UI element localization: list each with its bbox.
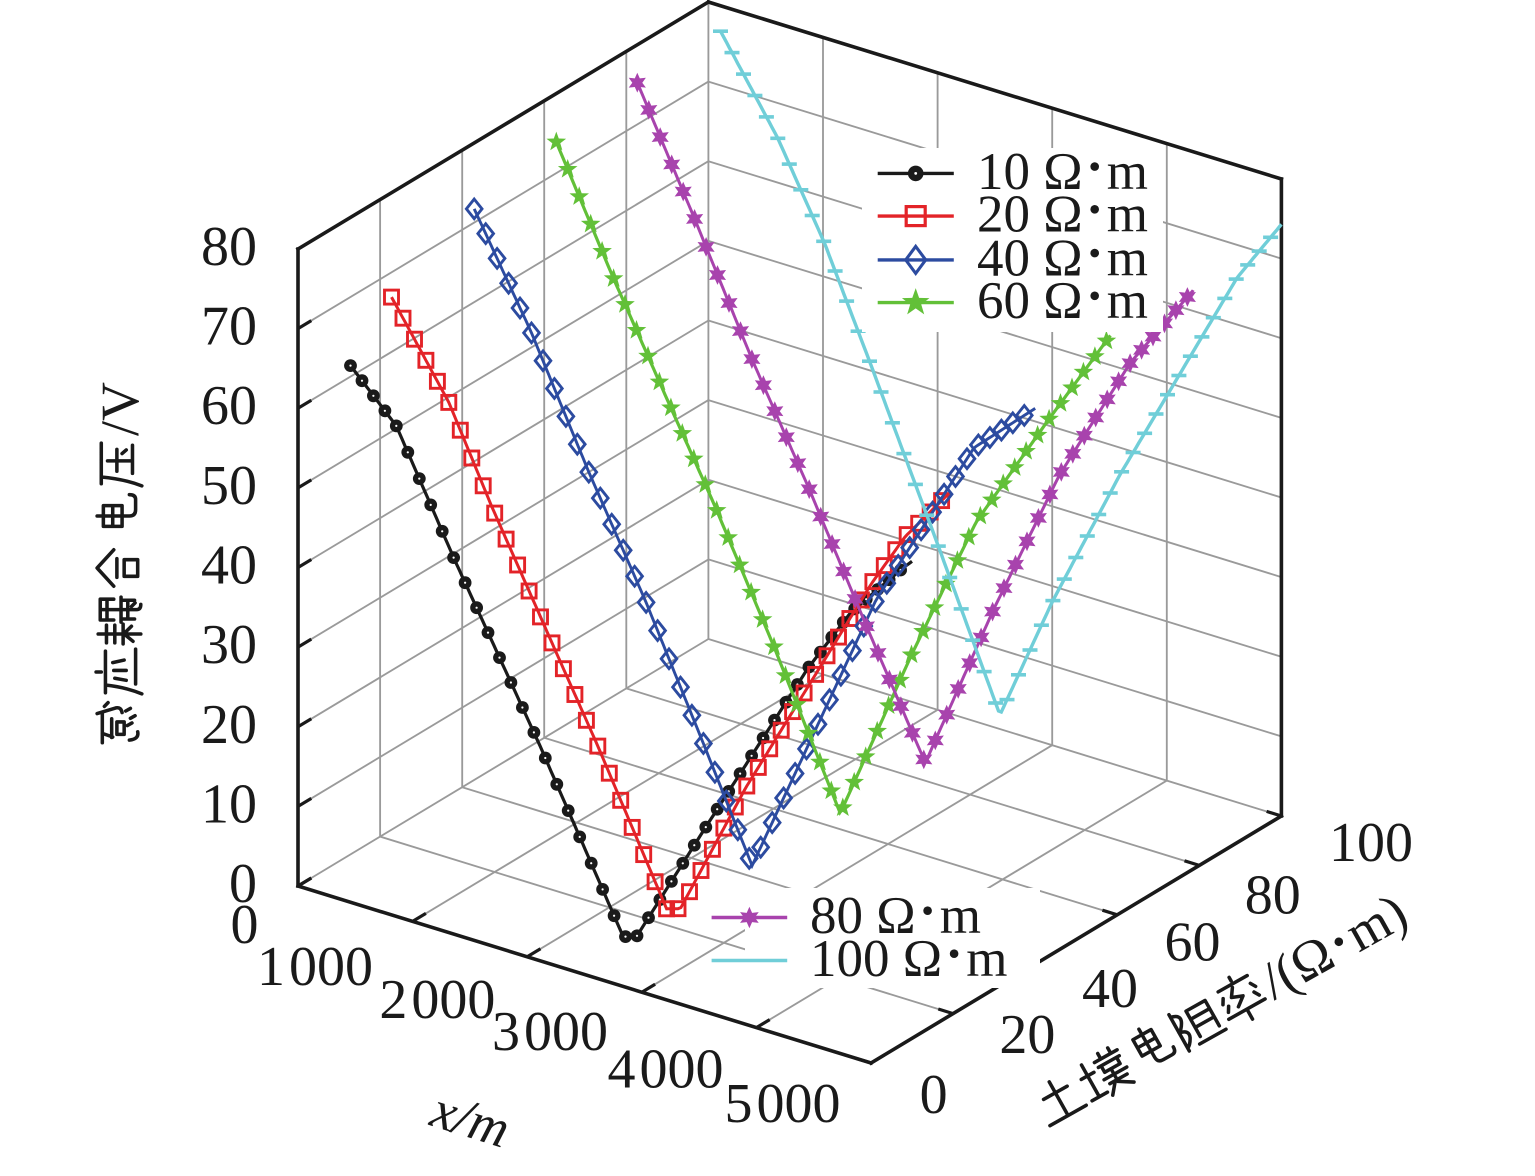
svg-text:m: m [1107, 272, 1148, 330]
svg-text:4000: 4000 [608, 1039, 724, 1101]
svg-text:1000: 1000 [257, 936, 373, 998]
svg-text:70: 70 [201, 296, 257, 358]
svg-text:30: 30 [201, 614, 257, 676]
svg-text:/V: /V [90, 382, 150, 436]
svg-text:3000: 3000 [492, 1001, 608, 1063]
svg-text:0: 0 [229, 853, 257, 915]
svg-text:80: 80 [201, 216, 257, 278]
svg-text:40 Ω: 40 Ω [977, 229, 1083, 287]
svg-text:100: 100 [1329, 812, 1413, 874]
svg-text:40: 40 [1082, 958, 1138, 1020]
svg-text:40: 40 [201, 535, 257, 597]
svg-text:20 Ω: 20 Ω [977, 186, 1083, 244]
svg-text:10 Ω: 10 Ω [977, 143, 1083, 201]
svg-text:10: 10 [201, 773, 257, 835]
svg-text:80: 80 [1245, 865, 1301, 927]
svg-text:20: 20 [201, 694, 257, 756]
svg-text:0: 0 [231, 894, 259, 956]
svg-text:20: 20 [999, 1004, 1055, 1066]
svg-text:60: 60 [1165, 911, 1221, 973]
svg-text:m: m [1107, 143, 1148, 201]
svg-text:m: m [966, 930, 1007, 988]
svg-text:50: 50 [201, 455, 257, 517]
svg-text:80 Ω: 80 Ω [810, 887, 916, 945]
svg-text:100 Ω: 100 Ω [810, 930, 942, 988]
svg-text:60: 60 [201, 375, 257, 437]
svg-text:m: m [940, 887, 981, 945]
svg-text:60 Ω: 60 Ω [977, 272, 1083, 330]
svg-text:m: m [1107, 186, 1148, 244]
svg-text:5000: 5000 [725, 1073, 841, 1135]
svg-text:m: m [1107, 229, 1148, 287]
svg-text:0: 0 [920, 1064, 948, 1126]
svg-text:2000: 2000 [379, 969, 495, 1031]
